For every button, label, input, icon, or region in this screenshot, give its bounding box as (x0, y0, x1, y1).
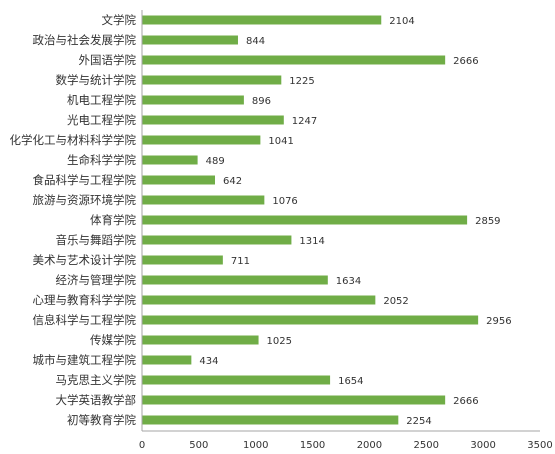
value-label: 1314 (299, 236, 324, 247)
value-label: 844 (246, 36, 265, 47)
category-label: 机电工程学院 (67, 93, 136, 107)
bar (142, 135, 261, 145)
value-label: 2956 (486, 316, 511, 327)
category-label: 体育学院 (90, 213, 136, 227)
category-label: 美术与艺术设计学院 (33, 253, 137, 267)
bar (142, 115, 284, 125)
category-label: 光电工程学院 (67, 113, 136, 127)
value-label: 1225 (289, 76, 314, 87)
value-label: 1076 (272, 196, 297, 207)
value-label: 1041 (268, 136, 293, 147)
value-label: 1634 (336, 276, 361, 287)
value-label: 711 (231, 256, 250, 267)
category-label: 经济与管理学院 (56, 273, 137, 287)
category-label: 文学院 (102, 13, 137, 27)
bar (142, 335, 259, 345)
category-label: 外国语学院 (79, 53, 137, 67)
category-label: 政治与社会发展学院 (33, 33, 137, 47)
category-label: 旅游与资源环境学院 (33, 193, 137, 207)
value-label: 2666 (453, 56, 478, 67)
x-tick-label: 0 (139, 440, 145, 451)
category-label: 城市与建筑工程学院 (33, 353, 137, 367)
category-label: 音乐与舞蹈学院 (56, 233, 137, 247)
x-tick-label: 3500 (527, 440, 552, 451)
category-label: 传媒学院 (90, 333, 136, 347)
bar (142, 35, 238, 45)
bar (142, 395, 446, 405)
category-label: 信息科学与工程学院 (33, 313, 137, 327)
value-label: 2666 (453, 396, 478, 407)
category-label: 马克思主义学院 (56, 373, 137, 387)
bar (142, 15, 382, 25)
value-label: 2104 (389, 16, 414, 27)
x-tick-label: 1000 (243, 440, 268, 451)
bar (142, 275, 328, 285)
bar (142, 235, 292, 245)
category-label: 大学英语教学部 (56, 393, 137, 407)
value-label: 489 (206, 156, 225, 167)
bar (142, 175, 216, 185)
value-label: 434 (199, 356, 218, 367)
category-label: 食品科学与工程学院 (33, 173, 137, 187)
bar (142, 415, 399, 425)
category-label: 生命科学学院 (67, 153, 136, 167)
bar (142, 155, 198, 165)
value-label: 896 (252, 96, 271, 107)
value-label: 1654 (338, 376, 363, 387)
bar (142, 315, 479, 325)
bar (142, 95, 244, 105)
category-label: 化学化工与材料科学学院 (10, 133, 137, 147)
value-label: 1247 (292, 116, 317, 127)
category-label: 数学与统计学院 (56, 73, 137, 87)
x-tick-label: 500 (189, 440, 208, 451)
value-label: 2052 (383, 296, 408, 307)
category-label: 初等教育学院 (67, 413, 136, 427)
value-label: 2859 (475, 216, 500, 227)
bars-group (142, 15, 479, 425)
bar (142, 75, 282, 85)
x-axis-ticks: 0 500 1000 1500 2000 2500 3000 3500 (139, 440, 553, 451)
value-label: 642 (223, 176, 242, 187)
bar (142, 295, 376, 305)
bar (142, 375, 331, 385)
x-tick-label: 1500 (300, 440, 325, 451)
value-label: 2254 (406, 416, 431, 427)
category-labels: 文学院政治与社会发展学院外国语学院数学与统计学院机电工程学院光电工程学院化学化工… (10, 13, 137, 427)
x-tick-label: 2000 (357, 440, 382, 451)
bar (142, 195, 265, 205)
value-labels: 2104 844 2666 1225 896 1247 1041 489 642 1076 2859… (199, 16, 511, 427)
bar (142, 355, 192, 365)
x-tick-label: 2500 (414, 440, 439, 451)
category-label: 心理与教育科学学院 (33, 293, 137, 307)
bar (142, 55, 446, 65)
bar (142, 215, 468, 225)
x-tick-label: 3000 (470, 440, 495, 451)
value-label: 1025 (267, 336, 292, 347)
bar (142, 255, 223, 265)
